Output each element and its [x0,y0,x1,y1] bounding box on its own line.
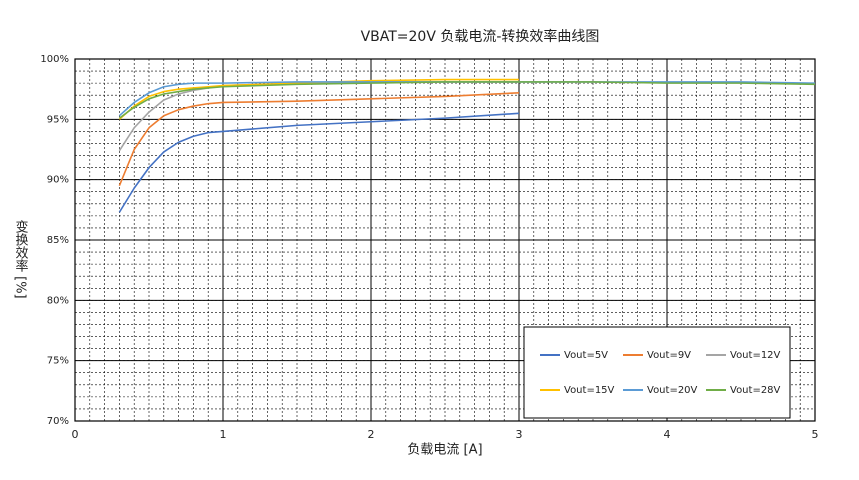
legend-label: Vout=9V [647,350,691,361]
x-tick-label: 5 [812,428,819,441]
legend-box [523,326,791,419]
series-line [118,81,816,119]
y-axis-title: 变换效率 [%] [13,219,29,298]
y-tick-label: 80% [47,295,69,306]
series-line [118,112,520,213]
series-line [118,91,520,187]
legend-label: Vout=20V [647,385,698,396]
x-tick-label: 0 [72,428,79,441]
x-tick-label: 3 [516,428,523,441]
y-tick-label: 90% [47,175,69,186]
series-line [118,78,519,120]
x-tick-label: 2 [368,428,375,441]
y-tick-label: 100% [40,54,69,65]
legend-label: Vout=5V [564,350,608,361]
legend-label: Vout=15V [564,385,615,396]
y-tick-label: 70% [47,416,69,427]
plot-border [74,58,816,422]
chart-title: VBAT=20V 负载电流-转换效率曲线图 [361,28,600,45]
legend-label: Vout=28V [730,385,781,396]
legend-label: Vout=12V [730,350,781,361]
y-tick-label: 95% [47,114,69,125]
x-tick-label: 1 [220,428,227,441]
y-tick-label: 75% [47,356,69,367]
y-tick-label: 85% [47,235,69,246]
x-axis-title: 负载电流 [A] [407,443,482,458]
x-tick-label: 4 [664,428,671,441]
